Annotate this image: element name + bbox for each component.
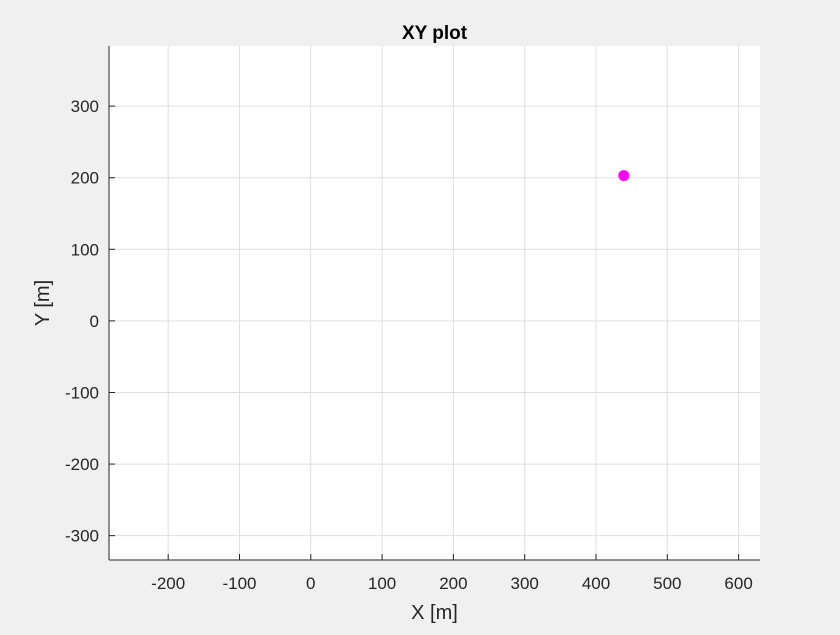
y-axis-label: Y [m] — [32, 280, 54, 326]
y-tick-label: -200 — [65, 455, 99, 474]
x-tick-label: 600 — [724, 574, 752, 593]
y-tick-label: 0 — [90, 312, 99, 331]
grid-lines — [109, 46, 760, 560]
x-tick-label: 200 — [439, 574, 467, 593]
x-axis-label: X [m] — [411, 602, 458, 624]
x-tick-label: 400 — [582, 574, 610, 593]
data-point — [618, 170, 630, 182]
x-tick-label: 0 — [306, 574, 315, 593]
chart-title: XY plot — [402, 23, 468, 44]
tick-labels: -200 -100 0 100 200 300 400 500 600 -300 -200 -100 0… — [65, 97, 753, 593]
y-tick-label: 200 — [71, 169, 99, 188]
x-tick-label: 500 — [653, 574, 681, 593]
y-tick-label: 300 — [71, 97, 99, 116]
axes — [108, 46, 760, 561]
plot-data — [618, 170, 630, 182]
y-tick-label: -100 — [65, 383, 99, 402]
x-tick-label: -100 — [222, 574, 256, 593]
x-tick-label: 100 — [368, 574, 396, 593]
y-tick-label: -300 — [65, 527, 99, 546]
x-tick-label: -200 — [151, 574, 185, 593]
x-tick-label: 300 — [511, 574, 539, 593]
y-tick-label: 100 — [71, 240, 99, 259]
axes-background — [109, 46, 760, 560]
